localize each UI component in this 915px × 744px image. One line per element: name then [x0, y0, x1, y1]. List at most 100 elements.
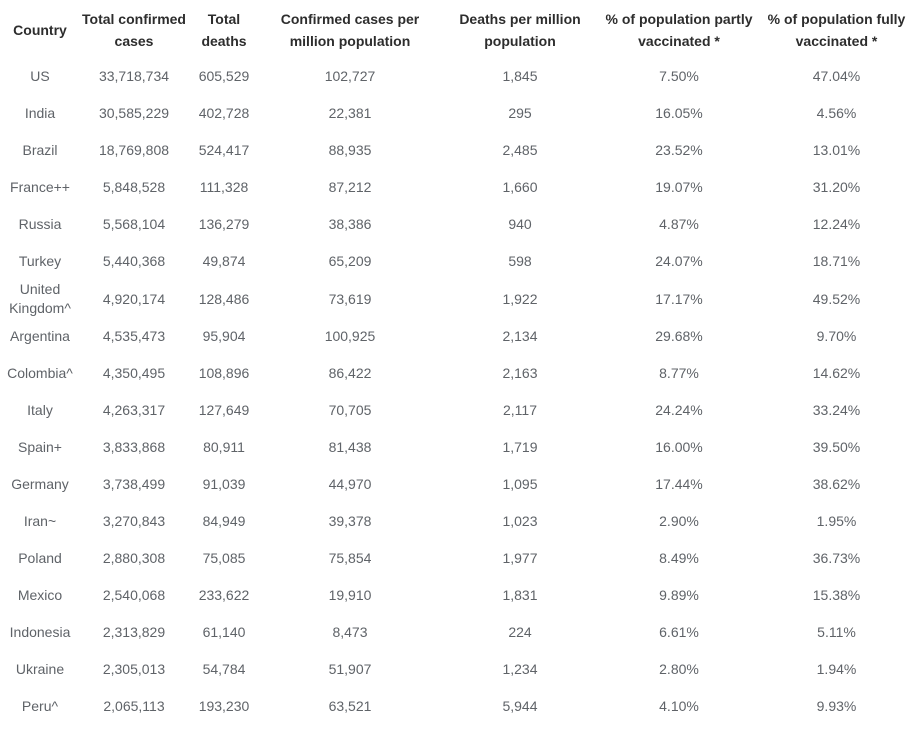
column-header-total-confirmed-cases: Total confirmed cases [82, 11, 186, 49]
cell-fully-vaccinated: 12.24% [812, 216, 861, 232]
cell-fully-vaccinated: 36.73% [812, 550, 861, 566]
cell-fully-vaccinated: 38.62% [812, 476, 861, 492]
cell-country: Turkey [18, 253, 62, 269]
cell-cases-per-million: 39,378 [328, 513, 372, 529]
cell-cases-per-million: 22,381 [328, 105, 372, 121]
cell-country: Peru^ [21, 698, 59, 714]
cell-total-confirmed-cases: 18,769,808 [98, 142, 170, 158]
cell-country: Indonesia [9, 624, 71, 640]
table-row: India 30,585,229 402,728 22,381 295 16.05% 4.5… [0, 95, 915, 132]
cell-fully-vaccinated: 47.04% [812, 68, 861, 84]
cell-country: Brazil [22, 142, 58, 158]
cell-deaths-per-million: 2,163 [502, 365, 538, 381]
table-row: Iran~ 3,270,843 84,949 39,378 1,023 2.90% 1.95… [0, 503, 915, 540]
cell-country: Spain+ [18, 439, 62, 455]
cell-deaths-per-million: 2,134 [502, 328, 538, 344]
cell-total-deaths: 61,140 [202, 624, 246, 640]
cell-deaths-per-million: 1,922 [502, 290, 538, 307]
cell-fully-vaccinated: 9.70% [816, 328, 857, 344]
cell-total-deaths: 524,417 [198, 142, 250, 158]
cell-deaths-per-million: 2,485 [502, 142, 538, 158]
cell-partly-vaccinated: 17.17% [655, 290, 703, 307]
cell-partly-vaccinated: 6.61% [659, 624, 699, 640]
cell-fully-vaccinated: 1.95% [816, 513, 857, 529]
cell-deaths-per-million: 1,023 [502, 513, 538, 529]
cell-total-confirmed-cases: 4,350,495 [102, 365, 166, 381]
cell-fully-vaccinated: 9.93% [816, 698, 857, 714]
table-row: United Kingdom^ 4,920,174 128,486 73,619 1,9… [0, 280, 915, 318]
cell-cases-per-million: 102,727 [324, 68, 376, 84]
cell-total-confirmed-cases: 2,540,068 [102, 587, 166, 603]
cell-total-confirmed-cases: 33,718,734 [98, 68, 170, 84]
cell-country: Italy [27, 402, 53, 418]
cell-total-confirmed-cases: 30,585,229 [98, 105, 170, 121]
cell-fully-vaccinated: 15.38% [812, 587, 861, 603]
cell-partly-vaccinated: 16.05% [655, 105, 703, 121]
cell-partly-vaccinated: 19.07% [655, 179, 703, 195]
header-row: Country Total confirmed cases Total deat… [0, 0, 915, 58]
column-header-fully-vaccinated: % of population fully vaccinated * [767, 11, 906, 49]
cell-partly-vaccinated: 24.07% [655, 253, 703, 269]
cell-country: Mexico [17, 587, 63, 603]
cell-cases-per-million: 51,907 [328, 661, 372, 677]
cell-fully-vaccinated: 49.52% [812, 290, 861, 307]
cell-total-deaths: 128,486 [198, 290, 250, 307]
cell-deaths-per-million: 598 [508, 253, 532, 269]
table-row: Italy 4,263,317 127,649 70,705 2,117 24.24% 33… [0, 392, 915, 429]
cell-deaths-per-million: 1,977 [502, 550, 538, 566]
cell-deaths-per-million: 295 [508, 105, 532, 121]
cell-cases-per-million: 86,422 [328, 365, 372, 381]
cell-total-deaths: 108,896 [198, 365, 250, 381]
column-header-total-deaths: Total deaths [201, 11, 247, 49]
cell-deaths-per-million: 5,944 [502, 698, 538, 714]
column-header-country: Country [13, 22, 67, 38]
cell-fully-vaccinated: 39.50% [812, 439, 861, 455]
cell-total-deaths: 84,949 [202, 513, 246, 529]
cell-total-confirmed-cases: 3,833,868 [102, 439, 166, 455]
cell-cases-per-million: 65,209 [328, 253, 372, 269]
table-row: Brazil 18,769,808 524,417 88,935 2,485 23.52%… [0, 132, 915, 169]
column-header-cases-per-million: Confirmed cases per million population [280, 11, 420, 49]
cell-total-confirmed-cases: 5,440,368 [102, 253, 166, 269]
cell-cases-per-million: 100,925 [324, 328, 376, 344]
cell-partly-vaccinated: 29.68% [655, 328, 703, 344]
cell-total-confirmed-cases: 4,263,317 [102, 402, 166, 418]
cell-total-deaths: 193,230 [198, 698, 250, 714]
cell-total-deaths: 75,085 [202, 550, 246, 566]
cell-cases-per-million: 88,935 [328, 142, 372, 158]
cell-total-deaths: 605,529 [198, 68, 250, 84]
cell-deaths-per-million: 1,095 [502, 476, 538, 492]
table-row: Mexico 2,540,068 233,622 19,910 1,831 9.89% 15… [0, 577, 915, 614]
cell-deaths-per-million: 1,719 [502, 439, 538, 455]
cell-total-confirmed-cases: 5,848,528 [102, 179, 166, 195]
cell-fully-vaccinated: 5.11% [817, 624, 856, 640]
table-body: US 33,718,734 605,529 102,727 1,845 7.50% 47.0… [0, 58, 915, 725]
cell-partly-vaccinated: 8.49% [659, 550, 699, 566]
cell-total-deaths: 80,911 [203, 439, 245, 455]
cell-deaths-per-million: 940 [508, 216, 532, 232]
cell-country: Germany [11, 476, 69, 492]
cell-fully-vaccinated: 4.56% [816, 105, 857, 121]
cell-country: India [24, 105, 56, 121]
cell-cases-per-million: 8,473 [332, 624, 368, 640]
cell-partly-vaccinated: 24.24% [655, 402, 703, 418]
cell-deaths-per-million: 2,117 [503, 402, 537, 418]
cell-total-deaths: 111,328 [199, 179, 249, 195]
cell-total-confirmed-cases: 5,568,104 [102, 216, 166, 232]
cell-fully-vaccinated: 1.94% [816, 661, 857, 677]
cell-partly-vaccinated: 17.44% [655, 476, 703, 492]
cell-total-deaths: 95,904 [202, 328, 246, 344]
table-header: Country Total confirmed cases Total deat… [0, 0, 915, 58]
cell-total-deaths: 127,649 [198, 402, 250, 418]
table-row: Germany 3,738,499 91,039 44,970 1,095 17.44% 3… [0, 466, 915, 503]
cell-total-deaths: 233,622 [198, 587, 250, 603]
cell-country: Poland [18, 550, 62, 566]
cell-partly-vaccinated: 4.87% [659, 216, 699, 232]
cell-deaths-per-million: 224 [508, 624, 532, 640]
cell-total-deaths: 54,784 [202, 661, 246, 677]
cell-cases-per-million: 63,521 [328, 698, 372, 714]
cell-fully-vaccinated: 31.20% [812, 179, 861, 195]
cell-cases-per-million: 38,386 [328, 216, 372, 232]
cell-fully-vaccinated: 18.71% [812, 253, 861, 269]
cell-partly-vaccinated: 16.00% [655, 439, 703, 455]
